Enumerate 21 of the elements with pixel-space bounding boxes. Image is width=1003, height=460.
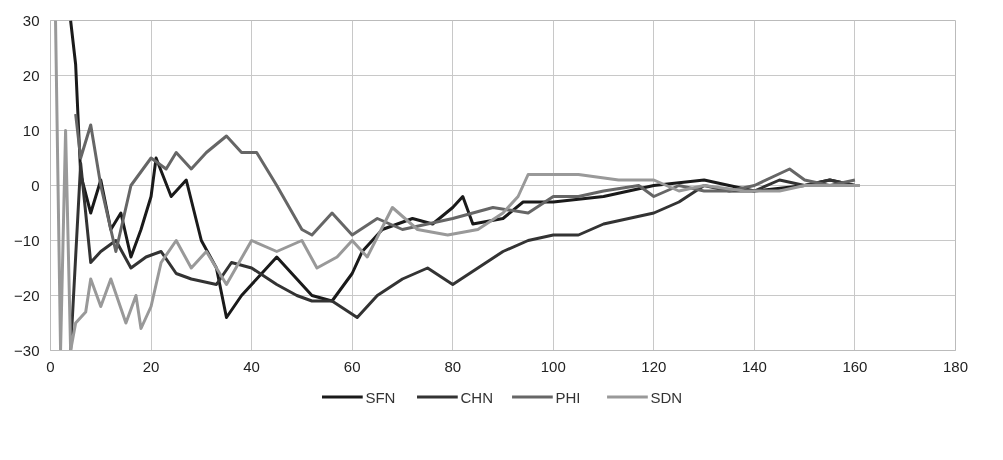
x-tick-label: 40 xyxy=(243,357,260,375)
x-tick-label: 80 xyxy=(444,357,462,375)
legend-label: CHN xyxy=(460,388,493,406)
x-tick-label: 20 xyxy=(142,357,160,375)
y-tick-label: 30 xyxy=(22,11,40,29)
y-tick-label: −30 xyxy=(14,341,40,359)
x-tick-label: 140 xyxy=(741,357,767,375)
x-tick-label: 60 xyxy=(343,357,361,375)
y-tick-label: 0 xyxy=(31,176,40,194)
y-tick-label: 20 xyxy=(22,66,40,84)
x-tick-label: 180 xyxy=(942,357,969,375)
x-tick-label: 120 xyxy=(641,357,667,375)
legend-label: PHI xyxy=(555,388,581,406)
x-tick-label: 160 xyxy=(842,357,868,375)
x-tick-label: 100 xyxy=(540,357,566,375)
x-tick-label: 0 xyxy=(46,357,55,375)
legend-label: SDN xyxy=(650,388,683,406)
y-tick-label: −20 xyxy=(14,286,40,304)
legend-label: SFN xyxy=(365,388,396,406)
y-tick-label: −10 xyxy=(14,231,40,249)
y-tick-label: 10 xyxy=(22,121,40,139)
